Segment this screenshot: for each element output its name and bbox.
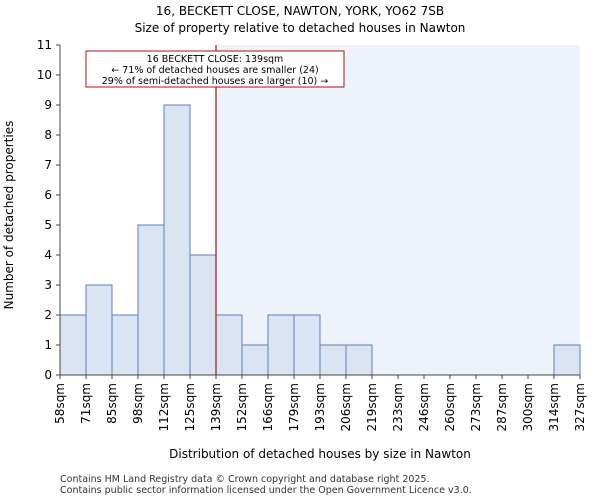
y-tick-label: 9 bbox=[44, 98, 52, 112]
chart-title: 16, BECKETT CLOSE, NAWTON, YORK, YO62 7S… bbox=[156, 4, 444, 18]
x-tick-label: 327sqm bbox=[573, 383, 587, 431]
bar-193sqm bbox=[319, 344, 347, 376]
x-ticks-group: 58sqm 71sqm 85sqm 98sqm 112sqm 125sqm 139sqm 15… bbox=[53, 375, 587, 431]
bar-112sqm bbox=[163, 104, 191, 376]
bar-71sqm bbox=[85, 284, 113, 376]
x-tick-label: 246sqm bbox=[417, 383, 431, 431]
annotation-line-2: ← 71% of detached houses are smaller (24… bbox=[111, 65, 318, 76]
x-tick-label: 112sqm bbox=[157, 383, 171, 431]
bar-139sqm bbox=[215, 314, 243, 376]
y-tick-label: 1 bbox=[44, 338, 52, 352]
bar-98sqm bbox=[137, 224, 165, 376]
footer-copyright: Contains HM Land Registry data © Crown c… bbox=[60, 474, 430, 485]
x-tick-label: 58sqm bbox=[53, 383, 67, 424]
y-ticks-group: 0 1 2 3 4 5 6 7 8 9 10 11 bbox=[37, 38, 60, 382]
x-tick-label: 193sqm bbox=[313, 383, 327, 431]
x-tick-label: 314sqm bbox=[547, 383, 561, 431]
y-tick-label: 8 bbox=[44, 128, 52, 142]
x-tick-label: 233sqm bbox=[391, 383, 405, 431]
x-tick-label: 71sqm bbox=[79, 383, 93, 424]
bar-166sqm bbox=[267, 314, 295, 376]
x-tick-label: 273sqm bbox=[469, 383, 483, 431]
annotation-box: 16 BECKETT CLOSE: 139sqm ← 71% of detach… bbox=[85, 50, 345, 88]
x-tick-label: 125sqm bbox=[183, 383, 197, 431]
x-tick-label: 260sqm bbox=[443, 383, 457, 431]
footer-licence: Contains public sector information licen… bbox=[60, 485, 472, 496]
y-axis-label: Number of detached properties bbox=[2, 121, 16, 310]
histogram-chart: 0 1 2 3 4 5 6 7 8 9 10 11 58sqm 71sqm 85sqm 98sqm 112sq… bbox=[2, 4, 587, 461]
x-tick-label: 219sqm bbox=[365, 383, 379, 431]
bar-85sqm bbox=[111, 314, 139, 376]
x-tick-label: 166sqm bbox=[261, 383, 275, 431]
y-tick-label: 5 bbox=[44, 218, 52, 232]
x-axis-label: Distribution of detached houses by size … bbox=[169, 447, 471, 461]
bar-314sqm bbox=[553, 344, 581, 376]
x-tick-label: 206sqm bbox=[339, 383, 353, 431]
bar-179sqm bbox=[293, 314, 321, 376]
annotation-line-3: 29% of semi-detached houses are larger (… bbox=[102, 76, 329, 87]
y-tick-label: 6 bbox=[44, 188, 52, 202]
x-tick-label: 287sqm bbox=[495, 383, 509, 431]
x-tick-label: 300sqm bbox=[521, 383, 535, 431]
x-tick-label: 139sqm bbox=[209, 383, 223, 431]
y-tick-label: 0 bbox=[44, 368, 52, 382]
bar-206sqm bbox=[345, 344, 373, 376]
bar-58sqm bbox=[59, 314, 87, 376]
y-tick-label: 3 bbox=[44, 278, 52, 292]
x-tick-label: 85sqm bbox=[105, 383, 119, 424]
y-tick-label: 11 bbox=[37, 38, 52, 52]
bar-125sqm bbox=[189, 254, 217, 376]
chart-subtitle: Size of property relative to detached ho… bbox=[135, 21, 466, 35]
annotation-line-1: 16 BECKETT CLOSE: 139sqm bbox=[147, 54, 284, 65]
x-tick-label: 179sqm bbox=[287, 383, 301, 431]
x-tick-label: 152sqm bbox=[235, 383, 249, 431]
y-tick-label: 4 bbox=[44, 248, 52, 262]
y-tick-label: 7 bbox=[44, 158, 52, 172]
bars-group bbox=[59, 104, 581, 376]
y-tick-label: 2 bbox=[44, 308, 52, 322]
y-tick-label: 10 bbox=[37, 68, 52, 82]
bar-152sqm bbox=[241, 344, 269, 376]
x-tick-label: 98sqm bbox=[131, 383, 145, 424]
